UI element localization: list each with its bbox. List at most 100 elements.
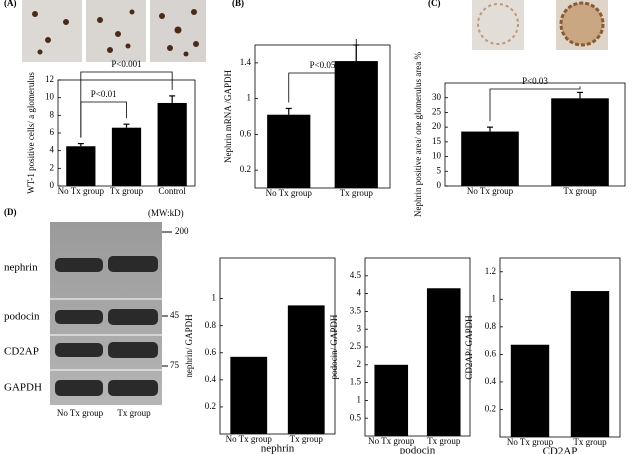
plot-frame — [499, 257, 621, 438]
significance-label: P<0.001 — [111, 59, 141, 69]
y-tick-label: 8 — [50, 109, 55, 119]
y-axis-label: podocin/ GAPDH — [329, 314, 339, 379]
bar — [230, 356, 268, 434]
y-tick-label: 1 — [212, 293, 217, 303]
x-tick-label: No Tx group — [266, 188, 313, 198]
y-tick-label: 0 — [50, 180, 55, 190]
x-tick-label: Tx group — [427, 436, 461, 446]
x-tick-label: Tx group — [563, 186, 597, 196]
x-tick-label: No Tx group — [467, 186, 514, 196]
bar — [157, 102, 187, 186]
x-tick-label: No Tx group — [368, 436, 415, 446]
bar — [287, 305, 325, 434]
y-tick-label: 1 — [247, 93, 252, 103]
y-tick-label: 0 — [437, 180, 442, 190]
y-axis-label: Nephrin positive area/ one glomerulus ar… — [413, 52, 423, 217]
x-tick-label: Control — [158, 186, 186, 196]
y-axis-label: nephrin/ GAPDH — [184, 314, 194, 378]
y-tick-label: 1.2 — [485, 266, 496, 276]
blot-row-label: podocin — [4, 311, 40, 323]
y-tick-label: 0.6 — [205, 347, 217, 357]
blot-row-label: nephrin — [4, 262, 38, 274]
lane-label: No Tx group — [57, 408, 104, 418]
y-tick-label: 0.2 — [485, 404, 496, 414]
bar — [461, 131, 519, 186]
y-tick-label: 1.4 — [240, 57, 252, 67]
bar — [551, 98, 609, 186]
y-tick-label: 10 — [45, 92, 55, 102]
bar — [426, 288, 461, 436]
bar — [334, 61, 378, 188]
blot-row-label: GAPDH — [4, 382, 42, 394]
panel-label: (B) — [232, 0, 244, 8]
y-tick-label: 0.5 — [350, 412, 362, 422]
y-tick-label: 4 — [50, 145, 55, 155]
y-axis-label: Nephrin mRNA /GAPDH — [223, 70, 233, 164]
x-tick-label: No Tx group — [226, 434, 273, 444]
y-tick-label: 2 — [50, 162, 55, 172]
significance-label: P<0.01 — [91, 89, 117, 99]
significance-bracket — [489, 86, 581, 122]
y-tick-label: 25 — [432, 106, 442, 116]
y-tick-label: 0.6 — [485, 348, 497, 358]
western-blot — [50, 222, 172, 405]
y-tick-label: 1.5 — [350, 377, 362, 387]
micrographs — [22, 0, 608, 62]
y-tick-label: 12 — [45, 74, 54, 84]
bar — [267, 114, 311, 188]
x-tick-label: Tx group — [110, 186, 144, 196]
bar — [374, 364, 409, 436]
y-tick-label: 2.5 — [350, 341, 362, 351]
y-tick-label: 5 — [437, 165, 442, 175]
mw-label: (MW:kD) — [148, 208, 184, 218]
plot-frame — [219, 257, 336, 435]
mw-marker: 200 — [175, 226, 189, 236]
y-tick-label: 15 — [432, 136, 442, 146]
x-axis-label: podocin — [400, 445, 436, 454]
significance-bracket — [80, 71, 173, 138]
y-tick-label: 0.2 — [240, 164, 251, 174]
lane-label: Tx group — [117, 408, 151, 418]
y-tick-label: 0.6 — [240, 128, 252, 138]
bar — [510, 344, 550, 437]
y-tick-label: 30 — [432, 92, 442, 102]
x-tick-label: No Tx group — [58, 186, 105, 196]
y-tick-label: 0.8 — [205, 320, 217, 330]
y-tick-label: 2 — [357, 359, 362, 369]
x-axis-label: CD2AP — [543, 446, 578, 454]
bar — [570, 291, 610, 437]
plot-frame — [254, 44, 391, 189]
significance-label: P<0.03 — [522, 76, 548, 86]
blot-row-label: CD2AP — [4, 346, 39, 358]
x-tick-label: Tx group — [340, 188, 374, 198]
y-tick-label: 6 — [50, 127, 55, 137]
significance-bracket — [288, 39, 357, 103]
y-tick-label: 0.4 — [205, 374, 217, 384]
significance-label: P<0.05 — [310, 60, 336, 70]
y-tick-label: 1 — [357, 394, 362, 404]
y-axis-label: CD2AP/ GAPDH — [464, 315, 474, 380]
y-tick-label: 20 — [432, 121, 442, 131]
y-tick-label: 3.5 — [350, 305, 362, 315]
mw-marker: 75 — [170, 360, 180, 370]
x-axis-label: nephrin — [261, 443, 295, 454]
y-tick-label: 0.8 — [485, 321, 497, 331]
bar — [111, 127, 142, 186]
panel-label: (C) — [428, 0, 441, 8]
mw-marker: 45 — [170, 310, 180, 320]
y-tick-label: 10 — [432, 151, 442, 161]
panel-label: (A) — [4, 0, 17, 8]
y-axis-label: WT-1 positive cells/ a glomerulus — [26, 72, 36, 194]
y-tick-label: 4 — [357, 288, 362, 298]
y-tick-label: 0.4 — [485, 376, 497, 386]
x-tick-label: Tx group — [290, 434, 324, 444]
y-tick-label: 3 — [357, 323, 362, 333]
y-tick-label: 0.2 — [205, 401, 216, 411]
y-tick-label: 1 — [492, 293, 497, 303]
y-tick-label: 4.5 — [350, 270, 362, 280]
x-tick-label: No Tx group — [507, 437, 554, 447]
bar — [66, 146, 96, 186]
plot-frame — [444, 82, 626, 187]
x-tick-label: Tx group — [573, 437, 607, 447]
